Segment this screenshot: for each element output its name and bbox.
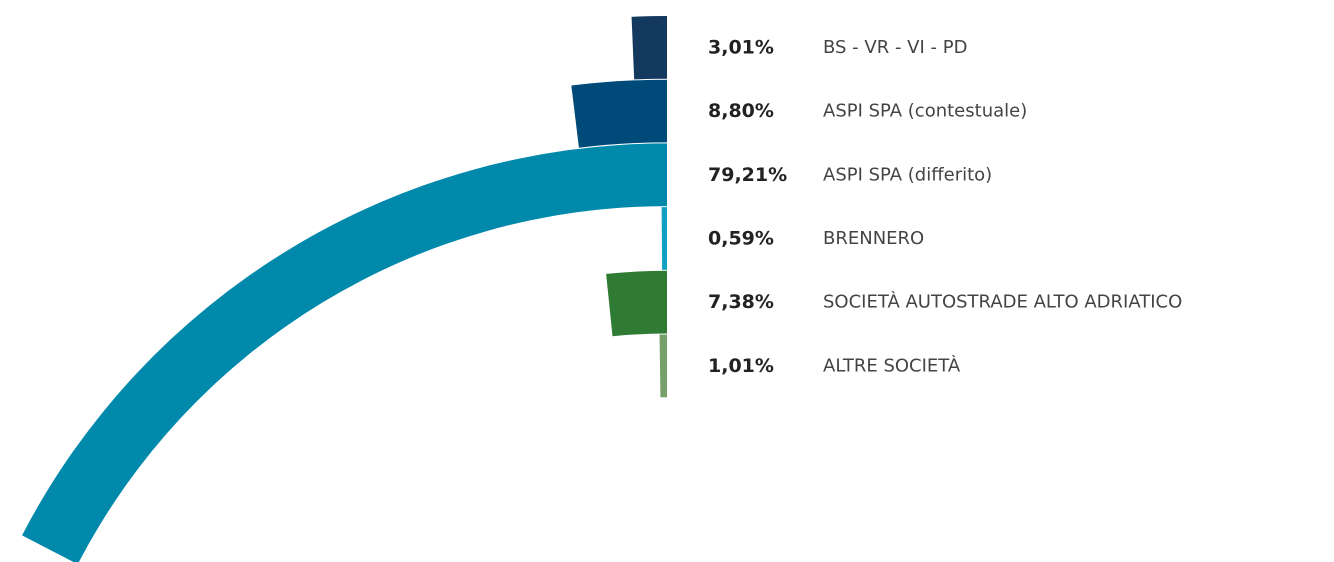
value-label: 3,01% xyxy=(708,36,774,58)
value-label: 7,38% xyxy=(708,291,774,313)
value-label: 0,59% xyxy=(708,227,774,249)
category-label: ALTRE SOCIETÀ xyxy=(823,354,961,376)
arc-bar xyxy=(606,270,667,337)
arc-bar xyxy=(659,334,667,398)
category-label: ASPI SPA (contestuale) xyxy=(823,101,1027,122)
value-label: 1,01% xyxy=(708,355,774,377)
value-label: 79,21% xyxy=(708,164,787,186)
arc-bar xyxy=(571,79,667,148)
value-label: 8,80% xyxy=(708,100,774,122)
arc-bar xyxy=(22,143,667,562)
arc-bar xyxy=(631,16,667,80)
category-label: BS - VR - VI - PD xyxy=(823,37,967,58)
category-label: SOCIETÀ AUTOSTRADE ALTO ADRIATICO xyxy=(823,291,1182,313)
category-label: BRENNERO xyxy=(823,228,924,249)
category-label: ASPI SPA (differito) xyxy=(823,164,992,185)
arc-bar xyxy=(661,207,667,270)
